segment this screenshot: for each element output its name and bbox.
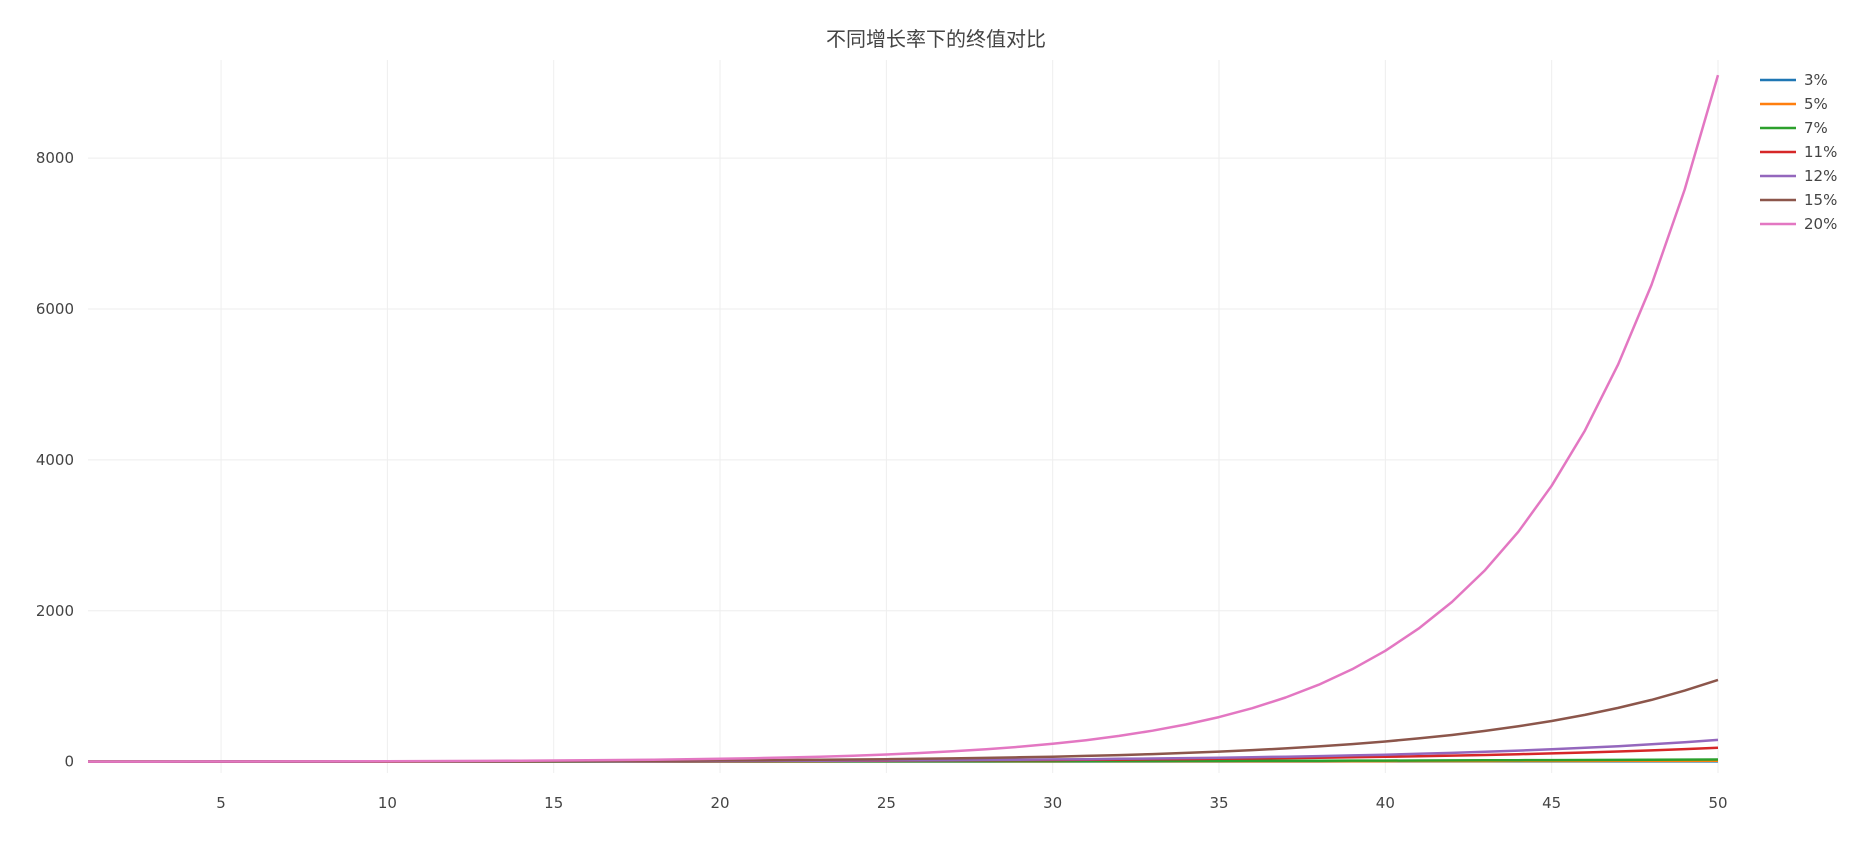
x-tick-label: 20 bbox=[710, 794, 729, 812]
x-axis-ticks: 5 10 15 20 25 30 35 40 45 50 bbox=[216, 794, 1727, 812]
legend-item[interactable]: 5% bbox=[1760, 95, 1828, 113]
x-tick-label: 10 bbox=[378, 794, 397, 812]
legend-item[interactable]: 20% bbox=[1760, 215, 1837, 233]
legend-label: 3% bbox=[1804, 71, 1828, 89]
y-tick-label: 2000 bbox=[36, 602, 74, 620]
legend-item[interactable]: 3% bbox=[1760, 71, 1828, 89]
y-tick-label: 0 bbox=[64, 753, 74, 771]
x-tick-label: 50 bbox=[1708, 794, 1727, 812]
x-tick-label: 35 bbox=[1209, 794, 1228, 812]
legend[interactable]: 3% 5% 7% 11% 12% 15% 20% bbox=[1760, 71, 1837, 233]
series-lines bbox=[88, 74, 1720, 763]
legend-item[interactable]: 7% bbox=[1760, 119, 1828, 137]
legend-label: 20% bbox=[1804, 215, 1837, 233]
x-tick-label: 30 bbox=[1043, 794, 1062, 812]
y-tick-label: 4000 bbox=[36, 451, 74, 469]
legend-label: 7% bbox=[1804, 119, 1828, 137]
series-line-7 bbox=[88, 74, 1720, 763]
legend-item[interactable]: 15% bbox=[1760, 191, 1837, 209]
chart-title: 不同增长率下的终值对比 bbox=[826, 27, 1046, 51]
y-axis-ticks: 0 2000 4000 6000 8000 bbox=[36, 149, 74, 771]
legend-item[interactable]: 12% bbox=[1760, 167, 1837, 185]
legend-label: 15% bbox=[1804, 191, 1837, 209]
y-tick-label: 8000 bbox=[36, 149, 74, 167]
legend-label: 5% bbox=[1804, 95, 1828, 113]
x-tick-label: 25 bbox=[877, 794, 896, 812]
x-tick-label: 5 bbox=[216, 794, 226, 812]
x-tick-label: 45 bbox=[1542, 794, 1561, 812]
y-tick-label: 6000 bbox=[36, 300, 74, 318]
legend-label: 11% bbox=[1804, 143, 1837, 161]
x-tick-label: 15 bbox=[544, 794, 563, 812]
series-line-6 bbox=[88, 678, 1719, 763]
x-tick-label: 40 bbox=[1376, 794, 1395, 812]
legend-label: 12% bbox=[1804, 167, 1837, 185]
legend-item[interactable]: 11% bbox=[1760, 143, 1837, 161]
grid bbox=[88, 60, 1719, 773]
